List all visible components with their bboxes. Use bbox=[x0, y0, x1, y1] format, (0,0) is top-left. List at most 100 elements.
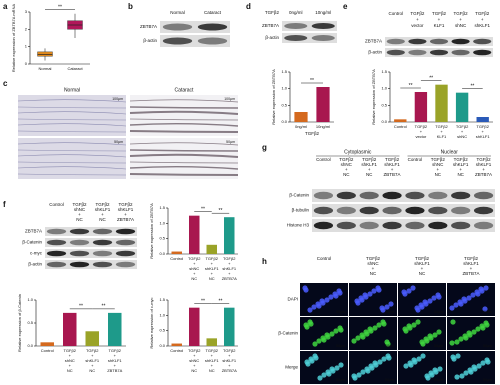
blot-column-label: TGFβ2 bbox=[475, 11, 490, 16]
blot-band bbox=[69, 239, 90, 246]
blot-row-label: β-actin bbox=[265, 35, 279, 40]
scale-bar-label: 50μm bbox=[385, 378, 394, 382]
blot-row-label: ZBTB7A bbox=[365, 39, 382, 44]
x-tick-label: Control bbox=[394, 124, 407, 129]
y-tick-label: 1.0 bbox=[381, 86, 387, 91]
cell bbox=[415, 319, 421, 325]
cell bbox=[458, 301, 464, 307]
scale-bar-label: 100μm bbox=[112, 97, 123, 101]
tissue-layer bbox=[17, 166, 127, 170]
blot-column-label: Control bbox=[49, 202, 64, 207]
blot-band bbox=[451, 206, 471, 215]
tissue-layer bbox=[129, 130, 239, 133]
blot-column-label: + bbox=[436, 167, 439, 172]
cell bbox=[321, 372, 327, 378]
blot-column-label: + bbox=[78, 212, 81, 217]
y-tick-label: 0.0 bbox=[381, 119, 387, 124]
blot-band bbox=[162, 23, 193, 31]
cell bbox=[386, 355, 392, 361]
significance-label: ** bbox=[219, 298, 223, 304]
y-tick-label: 1.0 bbox=[27, 297, 33, 302]
blot-column-label: + bbox=[391, 167, 394, 172]
y-tick-label: 0.0 bbox=[159, 251, 165, 256]
blot-band bbox=[69, 261, 90, 268]
y-axis-label: Relative expression of ZBTB7A bbox=[271, 69, 276, 125]
y-tick-label: 2 bbox=[25, 26, 28, 31]
blot-column-label: + bbox=[368, 167, 371, 172]
significance-label: ** bbox=[201, 298, 205, 304]
x-tick-label: TGFβ2 bbox=[188, 256, 201, 261]
cell bbox=[411, 322, 417, 328]
blot-column-label: shKLF1 bbox=[361, 162, 377, 167]
panel-label: b bbox=[128, 2, 133, 11]
y-axis-label: Relative expression of β-Catenin bbox=[17, 294, 22, 352]
cell bbox=[309, 358, 315, 364]
blot-column-label: TGFβ2 bbox=[454, 157, 469, 162]
x-tick-label: shKLF1 bbox=[108, 358, 123, 363]
y-tick-label: 1.0 bbox=[281, 86, 287, 91]
tissue-layer bbox=[129, 153, 239, 158]
tissue-layer bbox=[129, 106, 239, 109]
cell bbox=[338, 362, 344, 368]
blot-band bbox=[311, 35, 335, 41]
x-tick-label: TGFβ2 bbox=[205, 348, 218, 353]
cell bbox=[429, 372, 435, 378]
blot-column-label: NC bbox=[435, 172, 442, 177]
row-label: Merge bbox=[285, 365, 298, 370]
blot-group-label: Cytoplasmic bbox=[344, 149, 372, 155]
x-tick-label: + bbox=[193, 363, 196, 368]
tissue-layer bbox=[17, 118, 127, 121]
blot-column-label: 0ng/ml bbox=[289, 10, 303, 15]
x-tick-label: TGFβ2 bbox=[223, 256, 236, 261]
blot-column-label: TGFβ2 bbox=[339, 157, 354, 162]
blot-header: TGFβ2 bbox=[265, 10, 280, 15]
cell bbox=[368, 328, 374, 334]
scale-bar-label: 50μm bbox=[434, 378, 443, 382]
x-tick-label: shKLF1 bbox=[205, 358, 220, 363]
cell bbox=[307, 307, 313, 313]
blot-band bbox=[284, 35, 308, 41]
x-tick-label: + bbox=[228, 353, 231, 358]
tissue-layer bbox=[17, 154, 127, 158]
cell bbox=[419, 304, 425, 310]
row-label: DAPI bbox=[287, 297, 298, 302]
cell bbox=[316, 303, 322, 309]
blot-column-label: Normal bbox=[170, 10, 185, 15]
x-tick-label: NC bbox=[209, 368, 215, 373]
scale-bar-label: 50μm bbox=[385, 310, 394, 314]
blot-row-label: β-actin bbox=[143, 38, 157, 43]
blot-column-label: ZBTB7A bbox=[117, 217, 134, 222]
tissue-layer bbox=[17, 130, 127, 133]
scale-bar-label: 50μm bbox=[336, 344, 345, 348]
blot-column-label: shKLF1 bbox=[95, 207, 111, 212]
column-label: TGFβ2 bbox=[366, 256, 381, 261]
significance-label: ** bbox=[470, 83, 474, 89]
cell bbox=[334, 365, 340, 371]
blot-band bbox=[336, 206, 356, 215]
scale-bar-label: 50μm bbox=[114, 140, 123, 144]
cell bbox=[458, 336, 464, 342]
cell bbox=[436, 294, 442, 300]
y-tick-label: 0.5 bbox=[27, 320, 33, 325]
cell bbox=[352, 375, 358, 381]
blot-column-label: Control bbox=[408, 157, 423, 162]
blot-band bbox=[408, 49, 427, 56]
cell bbox=[468, 369, 474, 375]
y-tick-label: 0.5 bbox=[381, 102, 387, 107]
blot-column-label: TGFβ2 bbox=[72, 202, 87, 207]
blot-band bbox=[92, 228, 113, 235]
tissue-layer bbox=[17, 111, 127, 115]
x-tick-label: + bbox=[211, 363, 214, 368]
blot-band bbox=[359, 221, 379, 230]
blot-band bbox=[46, 228, 67, 235]
cell bbox=[363, 294, 369, 300]
blot-band bbox=[284, 23, 308, 29]
x-tick-label: TGFβ2 bbox=[63, 348, 76, 353]
cell bbox=[337, 290, 343, 296]
cell bbox=[455, 353, 461, 359]
x-tick-label: shNC bbox=[457, 134, 467, 139]
scale-bar-label: 50μm bbox=[226, 140, 235, 144]
blot-band bbox=[92, 250, 113, 257]
cell bbox=[410, 285, 416, 291]
blot-column-label: TGFβ2 bbox=[410, 11, 425, 16]
